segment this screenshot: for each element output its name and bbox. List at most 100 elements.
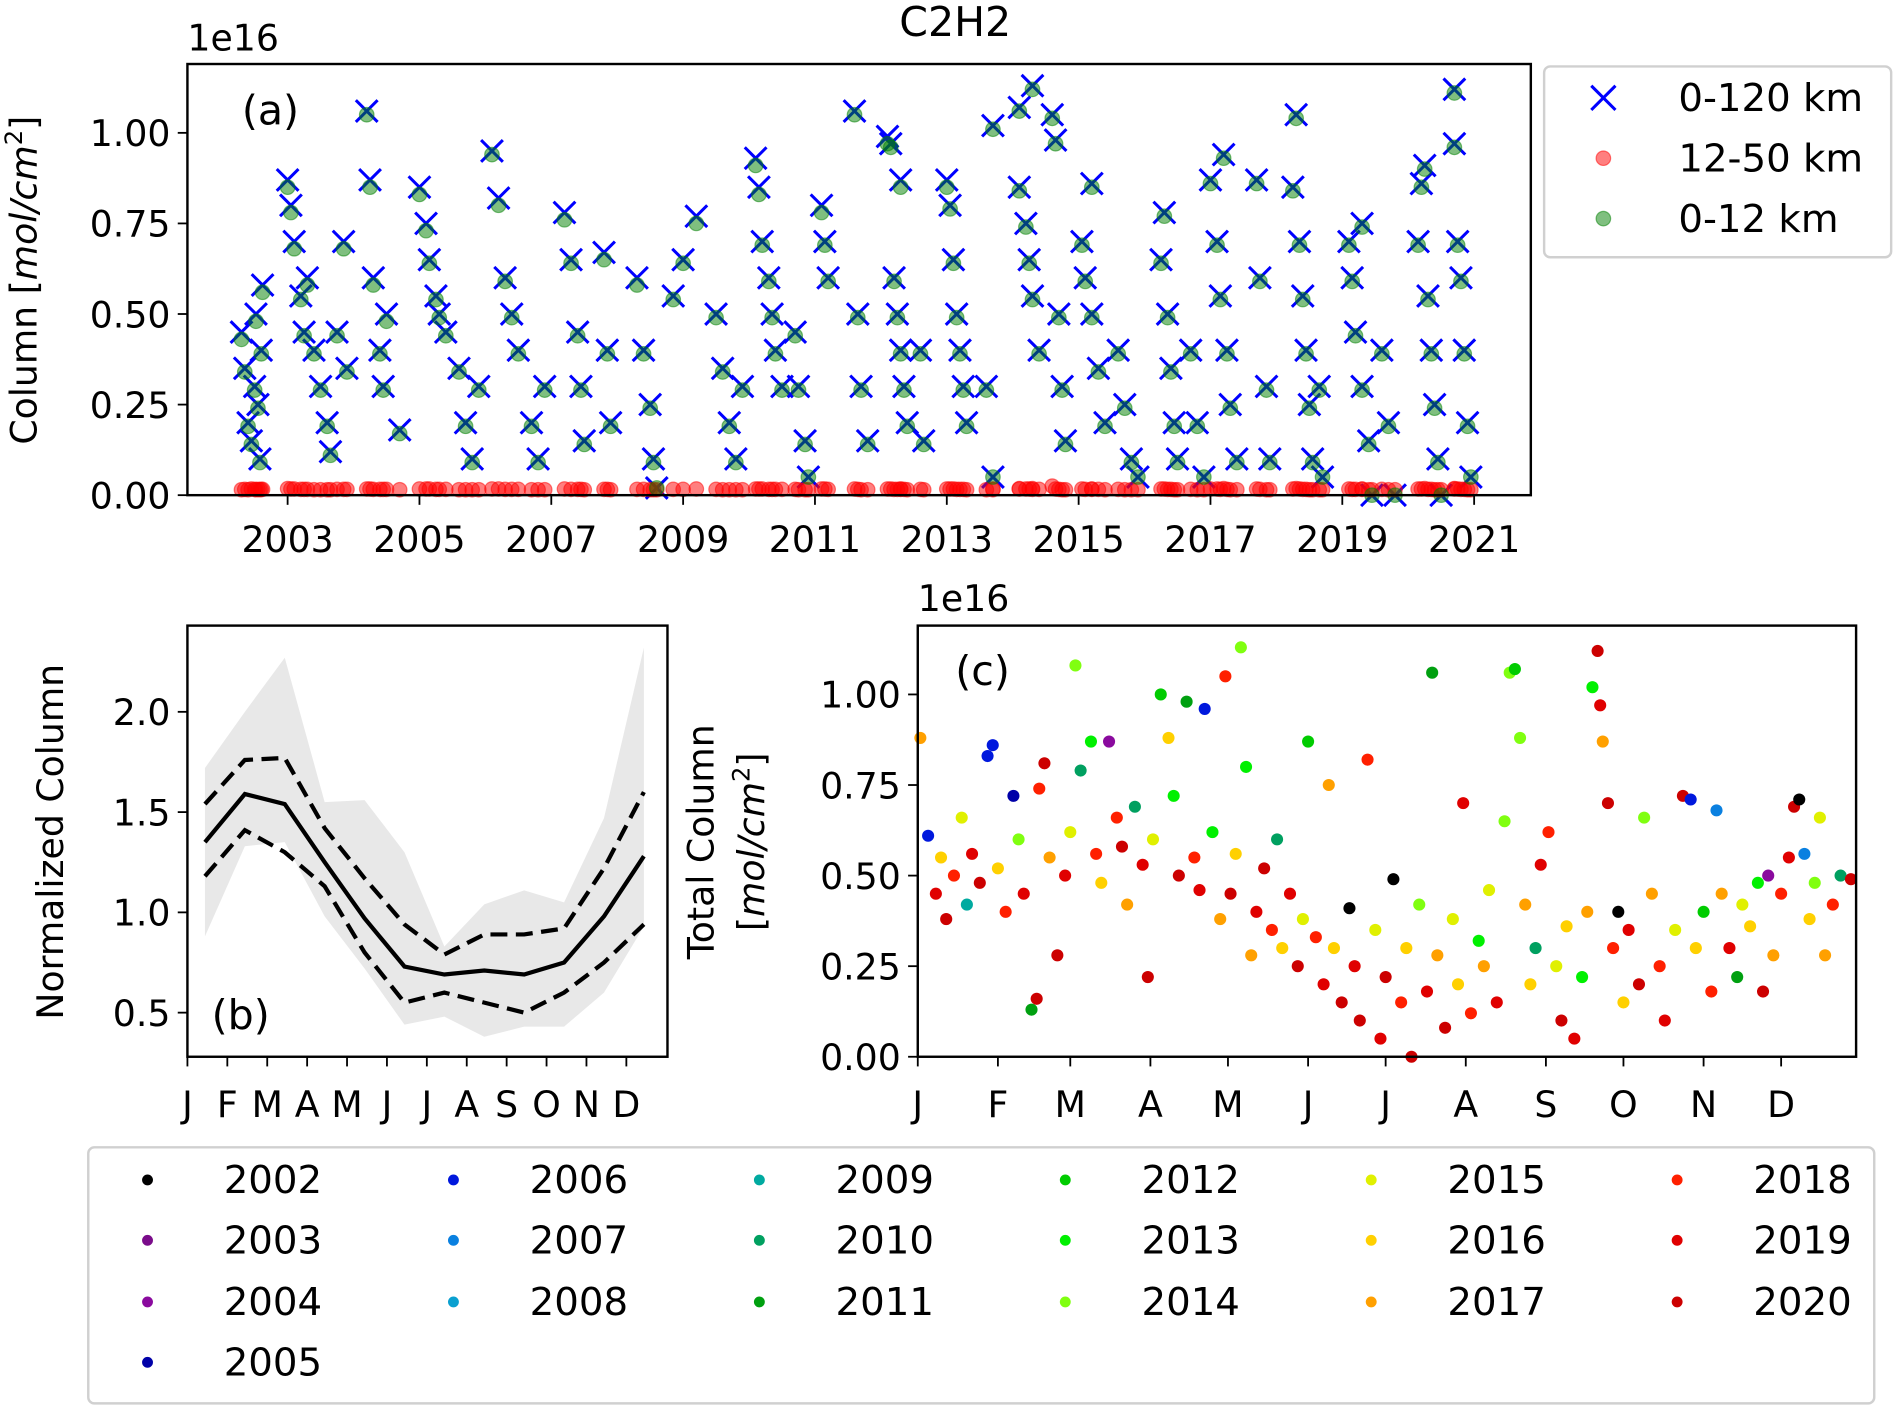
point-2012	[1154, 688, 1167, 701]
point-2015	[1446, 913, 1459, 926]
marker-0-12km	[362, 179, 378, 196]
point-2002	[1612, 905, 1625, 918]
point-2013	[1240, 760, 1253, 773]
marker-0-12km	[985, 121, 1001, 138]
point-2015	[1369, 923, 1382, 936]
marker-0-12km	[1222, 400, 1239, 417]
marker-0-12km	[296, 327, 312, 344]
point-2015	[1146, 833, 1160, 846]
marker-0-12km	[1083, 309, 1100, 326]
x-tick-label: M	[252, 1083, 283, 1126]
point-2013	[1084, 735, 1098, 748]
x-tick-label: A	[295, 1083, 320, 1126]
point-2018	[999, 905, 1012, 918]
point-2009	[960, 898, 973, 911]
point-2018	[1826, 898, 1839, 911]
marker-0-12km	[751, 186, 767, 203]
x-tick-label: 2015	[1032, 518, 1124, 561]
y-tick-label: 0.25	[90, 384, 171, 427]
point-2019	[1283, 887, 1297, 900]
legend-marker-2007	[448, 1234, 459, 1246]
point-2019	[1348, 960, 1361, 973]
y-tick-label: 1.5	[113, 791, 171, 834]
panel-c-offset: 1e16	[918, 577, 1010, 620]
legend-label: 0-120 km	[1678, 76, 1863, 121]
legend-marker-2018	[1671, 1174, 1683, 1186]
point-2004	[1103, 735, 1116, 748]
point-2020	[1291, 960, 1304, 973]
point-2020	[1172, 869, 1185, 882]
marker-0-12km	[1258, 382, 1275, 398]
point-2012	[1508, 663, 1521, 676]
point-2018	[1464, 1007, 1477, 1020]
marker-0-12km	[1130, 469, 1146, 485]
point-2017	[1819, 949, 1832, 962]
marker-0-12km	[675, 255, 691, 272]
marker-0-12km	[1156, 208, 1173, 225]
ylabel-main: Column [	[2, 280, 45, 444]
panel-a-marks	[229, 73, 1483, 508]
point-2019	[1136, 858, 1149, 871]
x-tick-label: D	[1767, 1083, 1795, 1126]
point-2016	[1451, 978, 1465, 991]
point-2018	[1110, 811, 1123, 824]
panel-a-ticks: 2003 2005 2007 2009 2011 2013 2015 2017 2019 2021…	[90, 112, 1521, 561]
point-2017	[914, 731, 927, 744]
marker-12-50km	[958, 481, 975, 498]
marker-0-12km	[418, 222, 434, 239]
marker-0-12km	[1215, 150, 1232, 167]
mean-line	[203, 791, 646, 977]
point-2020	[1379, 971, 1392, 984]
y-tick-label: 1.00	[820, 674, 901, 717]
marker-0-12km	[556, 211, 573, 228]
x-tick-label: J	[1378, 1083, 1391, 1126]
marker-0-12km	[1449, 237, 1466, 254]
legend-label-2009: 2009	[836, 1158, 934, 1203]
panel-b-label: (b)	[212, 991, 270, 1039]
marker-0-12km	[635, 346, 652, 362]
marker-0-12km	[642, 400, 659, 417]
y-tick-label: 0.50	[90, 293, 171, 336]
point-2019	[1317, 978, 1330, 991]
marker-0-12km	[596, 251, 612, 268]
marker-0-12km	[1090, 364, 1107, 380]
point-2016	[1276, 942, 1289, 955]
marker-0-12km	[457, 418, 474, 435]
marker-0-12km	[952, 346, 968, 362]
point-2015	[1482, 884, 1496, 897]
marker-0-12km	[1057, 436, 1074, 453]
point-2014	[1012, 833, 1025, 846]
x-tick-label: F	[217, 1083, 238, 1126]
marker-0-12km	[899, 418, 916, 435]
marker-0-12km	[1360, 436, 1377, 453]
point-2019	[1534, 858, 1547, 871]
ylabel-close: ]	[730, 752, 773, 766]
point-2020	[1224, 887, 1237, 900]
marker-0-12km	[1301, 400, 1318, 417]
legend-marker-2005	[142, 1356, 153, 1368]
legend-label-2011: 2011	[836, 1280, 934, 1325]
marker-0-12km	[599, 346, 616, 362]
point-2011	[1426, 666, 1439, 679]
point-2019	[1374, 1032, 1387, 1045]
point-2015	[1550, 960, 1563, 973]
marker-0-12km	[246, 382, 263, 398]
marker-0-12km	[428, 291, 444, 308]
marker-0-12km	[573, 382, 589, 398]
point-2017	[1519, 898, 1532, 911]
panel-a: 2003 2005 2007 2009 2011 2013 2015 2017 2019 2021…	[0, 17, 1893, 561]
marker-0-12km	[299, 277, 316, 293]
legend-marker-2016	[1365, 1234, 1377, 1246]
point-2006	[986, 739, 999, 752]
marker-0-12km	[240, 418, 256, 435]
marker-0-12km	[708, 309, 724, 326]
marker-12-50km	[820, 481, 837, 498]
legend-marker-2019	[1671, 1234, 1683, 1246]
marker-0-12km	[774, 382, 790, 398]
figure-title: C2H2	[899, 0, 1011, 46]
marker-0-12km	[391, 425, 408, 442]
legend-label-2008: 2008	[530, 1280, 628, 1325]
point-2019	[929, 887, 942, 900]
point-2019	[1059, 869, 1072, 882]
marker-0-12km	[530, 454, 546, 471]
